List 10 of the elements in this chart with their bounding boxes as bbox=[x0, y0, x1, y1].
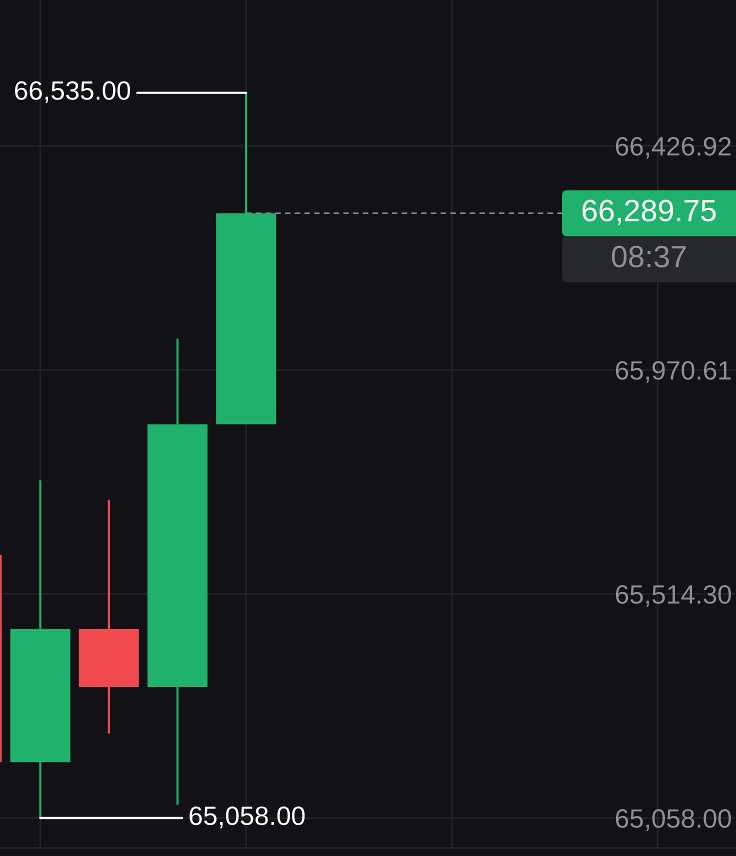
annotation: 08:37 bbox=[612, 246, 686, 268]
candlestick bbox=[78, 498, 139, 735]
annotation: 66,535.00 bbox=[15, 81, 130, 104]
y-tick-label: 65,514.30 bbox=[616, 585, 731, 607]
y-tick-label: 65,058.00 bbox=[616, 809, 731, 831]
annotation: 65,058.00 bbox=[190, 806, 305, 828]
candlestick bbox=[147, 338, 208, 806]
y-tick-label: 65,970.61 bbox=[616, 361, 731, 383]
y-tick-label: 66,426.92 bbox=[616, 137, 731, 159]
ref-line-label: 66,289.75 bbox=[582, 200, 716, 226]
